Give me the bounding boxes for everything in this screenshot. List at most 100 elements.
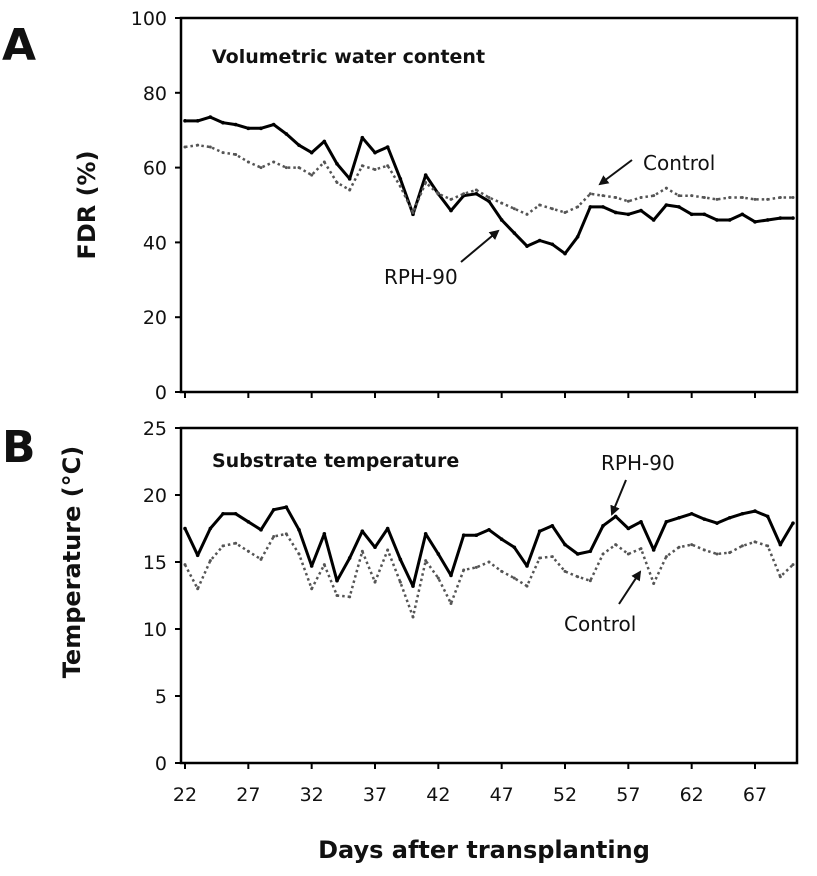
chart-a-arrow-control (598, 159, 633, 186)
chart-b-point (385, 526, 390, 531)
chart-b-xtick-label: 32 (300, 784, 324, 806)
chart-a-point (322, 139, 327, 144)
chart-a-point (664, 203, 669, 207)
chart-a-point (778, 196, 782, 200)
chart-b-point (221, 544, 225, 548)
chart-a-point (753, 197, 757, 201)
chart-b-point (462, 568, 466, 572)
chart-a-point (563, 210, 567, 214)
chart-b-ytick-label: 20 (143, 485, 167, 507)
chart-b-point (373, 580, 377, 584)
chart-b-point (588, 549, 593, 554)
chart-a-point (702, 196, 706, 200)
chart-b-point (613, 514, 618, 519)
chart-a-point (196, 143, 200, 147)
chart-b-point (309, 564, 314, 568)
chart-b-point (449, 602, 453, 606)
chart-a-point (664, 186, 668, 190)
chart-a-point (271, 122, 276, 127)
chart-b-point (727, 515, 732, 520)
chart-b-point (778, 542, 783, 547)
chart-b-point (234, 541, 238, 545)
chart-b-arrow-control (618, 570, 642, 605)
chart-b-xtick-label: 27 (236, 784, 260, 806)
chart-a-ytick-label: 80 (143, 83, 167, 105)
chart-a-point (525, 212, 529, 216)
chart-a-point (360, 135, 365, 140)
chart-a-point (234, 153, 238, 157)
chart-b-point (360, 549, 364, 553)
chart-b-point (499, 537, 504, 542)
chart-b-point (259, 557, 263, 561)
chart-a-point (639, 208, 643, 213)
chart-b-point (449, 573, 453, 578)
chart-panel-b: 0 5 10 15 20 25 22 27 32 37 42 47 52 57 62 67 (143, 418, 799, 806)
chart-b-point (690, 543, 694, 547)
chart-b-point (550, 555, 554, 559)
chart-b-ytick-label: 5 (155, 686, 167, 708)
chart-a-point (183, 119, 187, 123)
chart-a-point (525, 244, 529, 248)
chart-b-point (753, 540, 757, 544)
chart-a-point (474, 191, 479, 196)
chart-a-point (728, 196, 732, 200)
chart-b-point (310, 587, 314, 591)
chart-b-point (626, 552, 630, 556)
chart-a-point (347, 177, 352, 181)
chart-b-point (487, 528, 491, 532)
chart-b-point (766, 544, 770, 548)
chart-a-arrow-rph90 (460, 229, 500, 263)
chart-b-annotation-rph90: RPH-90 (601, 451, 675, 475)
chart-b-point (411, 615, 415, 619)
chart-b-point (347, 556, 352, 560)
chart-b-ylabel: Temperature (°C) (58, 446, 86, 679)
chart-b-point (677, 545, 681, 549)
chart-b-point (601, 552, 605, 556)
chart-a-point (689, 212, 694, 217)
chart-a-point (284, 166, 288, 170)
chart-b-xtick-label: 42 (426, 784, 450, 806)
chart-b-point (246, 549, 250, 553)
chart-a-point (727, 218, 732, 222)
chart-a-point (487, 199, 491, 204)
chart-b-point (297, 552, 301, 556)
chart-a-point (398, 177, 403, 181)
chart-b-point (360, 529, 365, 533)
chart-a-point (537, 238, 542, 243)
chart-b-point (664, 555, 668, 559)
chart-a-point (576, 205, 580, 209)
chart-b-ytick-label: 15 (143, 552, 167, 574)
chart-b-ytick-label: 10 (143, 619, 167, 641)
chart-b-point (487, 560, 491, 564)
chart-a-ytick-label: 60 (143, 158, 167, 180)
chart-a-point (322, 160, 326, 164)
chart-b-point (335, 594, 339, 597)
chart-a-point (538, 203, 542, 207)
chart-b-point (639, 547, 643, 551)
chart-a-point (462, 192, 466, 196)
chart-a-point (348, 188, 352, 192)
chart-b-point (411, 584, 415, 588)
chart-a-point (601, 194, 605, 198)
chart-b-point (791, 521, 795, 525)
chart-a-point (309, 150, 314, 155)
chart-b-point (284, 505, 289, 509)
chart-a-point (563, 251, 567, 256)
chart-a-point (284, 132, 289, 136)
panel-letter-a: A (2, 20, 36, 71)
chart-b-point (626, 526, 631, 531)
chart-b-point (525, 564, 529, 568)
chart-b-point (512, 576, 516, 580)
chart-a-point (272, 160, 276, 164)
chart-a-point (499, 218, 504, 222)
chart-a-point (677, 205, 681, 209)
chart-b-point (259, 528, 263, 532)
chart-b-point (740, 511, 745, 516)
chart-b-point (474, 565, 478, 569)
chart-b-point (195, 553, 200, 558)
chart-b-point (576, 575, 580, 579)
chart-b-point (386, 548, 390, 552)
chart-a-point (246, 160, 250, 164)
chart-b-xtick-label: 22 (173, 784, 197, 806)
chart-a-point (639, 196, 643, 200)
